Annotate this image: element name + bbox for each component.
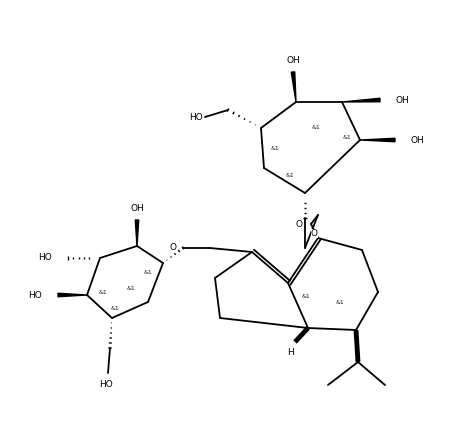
- Text: OH: OH: [410, 135, 424, 145]
- Polygon shape: [359, 138, 394, 142]
- Text: &1: &1: [311, 124, 320, 130]
- Text: &1: &1: [270, 145, 279, 151]
- Polygon shape: [58, 293, 87, 297]
- Text: OH: OH: [130, 204, 143, 213]
- Text: O: O: [310, 229, 318, 237]
- Text: &1: &1: [335, 300, 344, 304]
- Text: OH: OH: [285, 56, 299, 65]
- Text: HO: HO: [28, 290, 42, 300]
- Text: &1: &1: [126, 286, 135, 290]
- Text: &1: &1: [285, 173, 294, 177]
- Text: HO: HO: [38, 254, 52, 262]
- Text: &1: &1: [143, 271, 152, 276]
- Text: &1: &1: [110, 305, 119, 311]
- Polygon shape: [135, 220, 138, 246]
- Polygon shape: [290, 72, 295, 102]
- Text: H: H: [287, 348, 294, 357]
- Text: &1: &1: [342, 134, 350, 139]
- Text: HO: HO: [189, 113, 202, 121]
- Polygon shape: [341, 98, 379, 102]
- Text: HO: HO: [99, 380, 113, 389]
- Text: O: O: [295, 219, 302, 229]
- Text: OH: OH: [395, 95, 409, 105]
- Text: O: O: [170, 244, 177, 252]
- Text: &1: &1: [98, 290, 107, 296]
- Text: &1: &1: [301, 293, 310, 299]
